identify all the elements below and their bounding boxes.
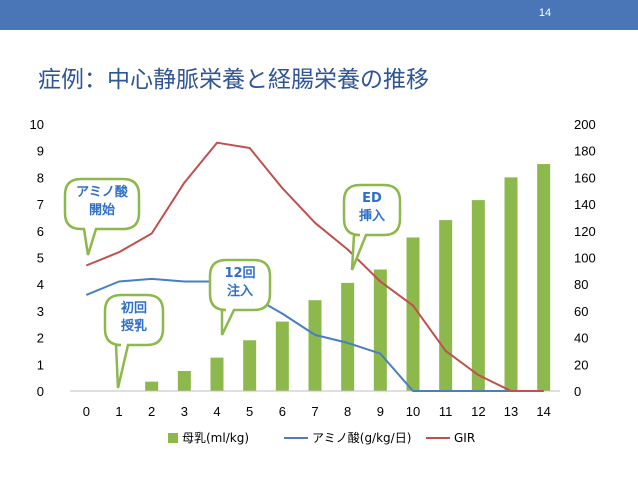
right-axis-tick-label: 0	[574, 384, 581, 399]
left-axis-tick-label: 2	[37, 331, 44, 346]
header-bar: 14	[0, 0, 638, 30]
callout-bubble	[63, 177, 141, 256]
legend-item: アミノ酸(g/kg/日)	[284, 430, 411, 445]
callout-bubble	[208, 258, 272, 336]
callout-label: 挿入	[359, 208, 385, 224]
left-axis-tick-label: 9	[37, 144, 44, 159]
series-line-gir	[85, 141, 544, 392]
left-axis-tick-label: 4	[37, 277, 44, 292]
right-axis-tick-label: 180	[574, 144, 596, 159]
callout-bubble	[103, 293, 165, 389]
right-axis-tick-label: 120	[574, 224, 596, 239]
left-axis-tick-label: 3	[37, 304, 44, 319]
right-axis-tick-label: 40	[574, 331, 588, 346]
x-axis-tick-label: 13	[504, 404, 518, 419]
right-axis-tick-label: 20	[574, 357, 588, 372]
x-axis-tick-label: 7	[311, 404, 318, 419]
callout-bubble	[342, 183, 402, 271]
x-axis-tick-label: 1	[115, 404, 122, 419]
bar-breastmilk	[177, 370, 191, 391]
right-axis-tick-label: 200	[574, 117, 596, 132]
callout: ED 挿入	[342, 183, 402, 271]
bar-breastmilk	[243, 340, 257, 391]
callout-label: 開始	[89, 202, 115, 218]
left-axis-tick-label: 7	[37, 197, 44, 212]
x-axis-tick-label: 4	[213, 404, 220, 419]
left-axis-tick-label: 5	[37, 251, 44, 266]
bar-breastmilk	[341, 282, 355, 391]
x-axis-tick-label: 12	[471, 404, 485, 419]
slide-title: 症例：中心静脈栄養と経腸栄養の推移	[38, 67, 429, 93]
series-line-amino-acid	[85, 277, 544, 392]
bar-breastmilk	[373, 269, 387, 391]
left-axis-tick-label: 6	[37, 224, 44, 239]
callout-label: ED	[362, 191, 382, 206]
right-axis-tick-label: 60	[574, 304, 588, 319]
x-axis-tick-label: 0	[83, 404, 90, 419]
left-axis-tick-label: 0	[37, 384, 44, 399]
right-axis-tick-label: 100	[574, 251, 596, 266]
legend-label: アミノ酸(g/kg/日)	[312, 430, 411, 445]
legend-label: GIR	[454, 431, 475, 445]
bar-breastmilk	[308, 300, 322, 391]
legend-swatch-bar	[168, 433, 178, 443]
x-axis-tick-label: 6	[279, 404, 286, 419]
left-axis-tick-label: 10	[30, 117, 44, 132]
x-axis-tick-label: 5	[246, 404, 253, 419]
bar-breastmilk	[471, 200, 485, 391]
bar-breastmilk	[406, 237, 420, 391]
x-axis-tick-label: 9	[377, 404, 384, 419]
callout-label: 初回	[121, 300, 147, 316]
bar-breastmilk	[275, 321, 289, 391]
right-axis-tick-label: 160	[574, 170, 596, 185]
legend-item: GIR	[426, 431, 475, 445]
x-axis-tick-label: 11	[439, 404, 453, 419]
callout-label: アミノ酸	[76, 184, 129, 200]
right-axis-tick-label: 140	[574, 197, 596, 212]
x-axis-tick-label: 3	[181, 404, 188, 419]
bar-breastmilk	[145, 381, 159, 391]
page-number: 14	[538, 7, 552, 19]
right-axis-tick-label: 80	[574, 277, 588, 292]
legend-item: 母乳(ml/kg)	[168, 431, 249, 445]
callout-label: 12回	[224, 266, 255, 281]
x-axis-tick-label: 14	[536, 404, 550, 419]
left-axis-tick-label: 8	[37, 170, 44, 185]
bar-breastmilk	[504, 177, 518, 391]
x-axis-tick-label: 2	[148, 404, 155, 419]
bar-breastmilk	[210, 357, 224, 391]
bar-breastmilk	[537, 164, 551, 391]
callout-label: 注入	[227, 283, 253, 299]
left-axis-tick-label: 1	[37, 357, 44, 372]
callout-label: 授乳	[121, 318, 147, 334]
x-axis-tick-label: 8	[344, 404, 351, 419]
legend-label: 母乳(ml/kg)	[182, 431, 249, 445]
x-axis-tick-label: 10	[406, 404, 420, 419]
bar-breastmilk	[439, 220, 453, 391]
